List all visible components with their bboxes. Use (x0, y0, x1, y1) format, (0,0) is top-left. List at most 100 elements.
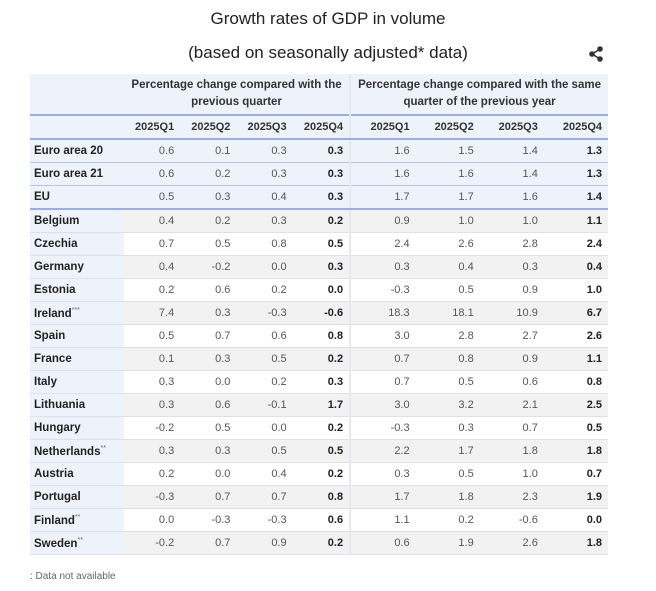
value-cell: 2.8 (479, 232, 544, 256)
value-cell: 3.0 (349, 393, 416, 417)
value-cell: 0.8 (236, 232, 293, 256)
value-cell: 1.7 (415, 185, 480, 210)
value-cell: 1.9 (543, 485, 608, 509)
value-cell: 0.4 (124, 209, 181, 233)
country-name: France (34, 353, 72, 365)
country-name: Ireland (34, 307, 72, 320)
value-cell: 0.6 (292, 508, 351, 532)
row-label: Belgium (30, 209, 124, 233)
value-cell: 0.3 (236, 209, 293, 233)
value-cell: -0.3 (236, 508, 293, 532)
value-cell: 0.2 (124, 462, 181, 486)
footnote-marker: ** (74, 513, 81, 521)
value-cell: 0.3 (124, 370, 181, 394)
value-cell: -0.2 (180, 255, 237, 279)
country-name: Austria (34, 468, 74, 480)
value-cell: 1.3 (543, 139, 608, 163)
value-cell: 0.7 (349, 370, 416, 394)
country-name: Belgium (34, 215, 80, 227)
value-cell: 2.7 (479, 324, 544, 348)
share-icon[interactable] (587, 45, 605, 63)
column-header-yoy-2025q2: 2025Q2 (415, 114, 480, 140)
value-cell: 0.4 (124, 255, 181, 279)
value-cell: 0.3 (124, 439, 181, 463)
row-label: Austria (30, 462, 124, 486)
value-cell: 2.4 (543, 232, 608, 256)
column-header-yoy-2025q4: 2025Q4 (543, 114, 608, 140)
value-cell: 0.2 (124, 278, 181, 302)
table-row: Spain 0.5 0.7 0.6 0.8 3.0 2.8 2.7 2.6 (30, 324, 608, 348)
value-cell: 2.3 (479, 485, 544, 509)
table-row: France 0.1 0.3 0.5 0.2 0.7 0.8 0.9 1.1 (30, 347, 608, 371)
country-name: Estonia (34, 284, 76, 296)
value-cell: -0.6 (292, 301, 351, 325)
value-cell: 0.3 (236, 139, 293, 163)
value-cell: -0.2 (124, 531, 181, 555)
value-cell: 0.8 (292, 485, 351, 509)
table-row: Germany 0.4 -0.2 0.0 0.3 0.3 0.4 0.3 0.4 (30, 255, 608, 279)
value-cell: 0.4 (543, 255, 608, 279)
value-cell: 1.0 (543, 278, 608, 302)
row-label: Netherlands** (30, 439, 124, 463)
table-row: Ireland*** 7.4 0.3 -0.3 -0.6 18.3 18.1 10.9 6.7 (30, 301, 608, 325)
value-cell: -0.3 (236, 301, 293, 325)
value-cell: 3.2 (415, 393, 480, 417)
value-cell: 0.3 (236, 162, 293, 186)
row-label: Lithuania (30, 393, 124, 417)
value-cell: -0.1 (236, 393, 293, 417)
group-header-quarterly: Percentage change compared with the prev… (124, 74, 351, 115)
value-cell: 0.9 (236, 531, 293, 555)
value-cell: 0.5 (415, 462, 480, 486)
column-header-qoq-2025q4: 2025Q4 (292, 114, 351, 140)
value-cell: -0.3 (349, 278, 416, 302)
corner-header (30, 74, 124, 115)
value-cell: 0.7 (124, 232, 181, 256)
value-cell: 0.3 (180, 301, 237, 325)
value-cell: 1.1 (543, 209, 608, 233)
table-row: Euro area 21 0.6 0.2 0.3 0.3 1.6 1.6 1.4 1.3 (30, 162, 608, 186)
value-cell: 2.6 (415, 232, 480, 256)
gdp-growth-table: Percentage change compared with the prev… (30, 74, 608, 555)
value-cell: 1.4 (479, 162, 544, 186)
value-cell: 0.4 (415, 255, 480, 279)
value-cell: 1.7 (349, 185, 416, 210)
corner-header (30, 114, 124, 140)
row-label: Germany (30, 255, 124, 279)
value-cell: 0.6 (124, 162, 181, 186)
country-name: Italy (34, 376, 58, 388)
footnote-marker: ** (77, 536, 83, 544)
value-cell: 0.5 (415, 278, 480, 302)
quarter-header-row: 2025Q1 2025Q2 2025Q3 2025Q4 2025Q1 2025Q2 2025… (30, 114, 608, 140)
value-cell: 18.1 (415, 301, 480, 325)
value-cell: 0.3 (292, 162, 351, 186)
value-cell: 0.3 (124, 393, 181, 417)
value-cell: -0.3 (180, 508, 237, 532)
value-cell: 0.0 (180, 462, 237, 486)
value-cell: 0.3 (180, 185, 237, 210)
value-cell: 0.2 (415, 508, 480, 532)
value-cell: 0.8 (292, 324, 351, 348)
table-row: Belgium 0.4 0.2 0.3 0.2 0.9 1.0 1.0 1.1 (30, 209, 608, 233)
value-cell: 1.3 (543, 162, 608, 186)
group-header-yearly: Percentage change compared with the same… (349, 74, 608, 115)
row-label: Portugal (30, 485, 124, 509)
value-cell: 0.8 (543, 370, 608, 394)
value-cell: 0.5 (236, 347, 293, 371)
country-name: Finland (34, 514, 75, 527)
value-cell: 0.5 (543, 416, 608, 440)
page-title: Growth rates of GDP in volume (210, 9, 446, 28)
row-label: Hungary (30, 416, 124, 440)
value-cell: 1.1 (543, 347, 608, 371)
value-cell: 0.3 (479, 255, 544, 279)
value-cell: 0.9 (349, 209, 416, 233)
country-name: Germany (34, 261, 84, 273)
table-row: EU 0.5 0.3 0.4 0.3 1.7 1.7 1.6 1.4 (30, 185, 608, 210)
value-cell: 6.7 (543, 301, 608, 325)
value-cell: 0.2 (292, 416, 351, 440)
country-name: Euro area 21 (34, 168, 104, 180)
row-label: France (30, 347, 124, 371)
value-cell: 0.0 (236, 255, 293, 279)
value-cell: 0.3 (292, 185, 351, 210)
value-cell: 0.5 (292, 439, 351, 463)
value-cell: 2.6 (543, 324, 608, 348)
